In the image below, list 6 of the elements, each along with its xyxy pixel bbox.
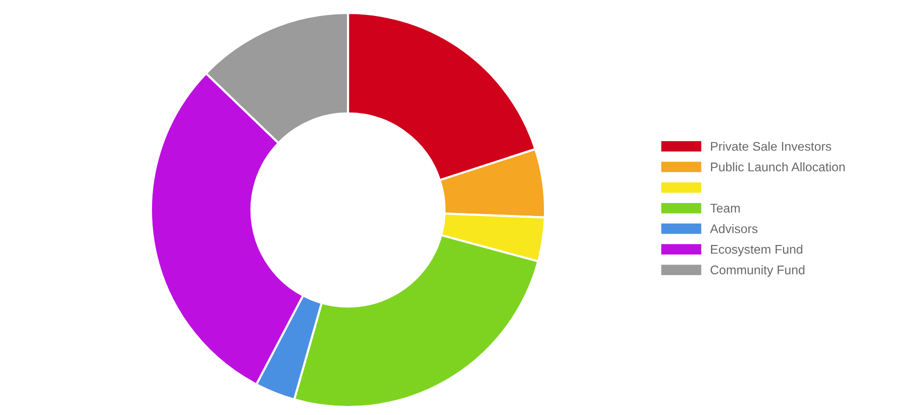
legend-label: Ecosystem Fund [711,244,802,256]
legend-label: Advisors [710,224,758,234]
legend-label: Private Sale Investors [711,142,832,151]
legend-label: Team [710,204,740,213]
legend-label: Public Launch Allocation [711,162,845,172]
legend-label: Community Fund [710,265,804,277]
